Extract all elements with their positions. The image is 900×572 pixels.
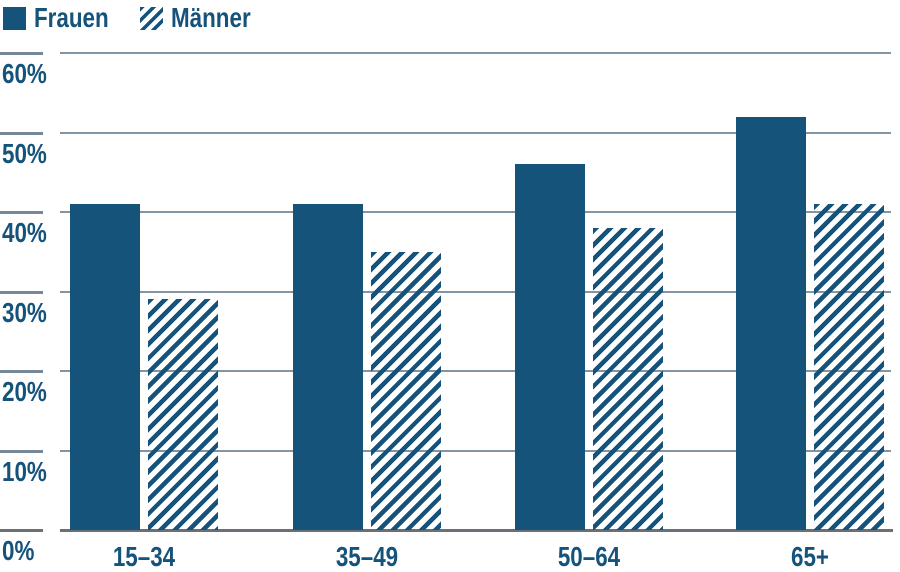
y-axis-label-60: 60% <box>2 58 47 89</box>
x-axis-tick-segment <box>0 529 43 532</box>
bar-maenner-15–34 <box>148 299 218 530</box>
y-axis-label-20: 20% <box>2 376 47 407</box>
gridline-tick-segment <box>0 449 43 453</box>
gridline-tick-segment <box>0 370 43 373</box>
y-axis-label-30: 30% <box>2 296 47 328</box>
x-axis-label-35–49: 35–49 <box>335 541 399 572</box>
legend-label-maenner: Männer <box>171 2 251 33</box>
gridline-tick-segment <box>0 52 43 55</box>
y-axis-label-0: 0% <box>2 535 35 566</box>
maenner-hatched-swatch-icon <box>140 6 163 30</box>
legend-label-frauen: Frauen <box>34 2 109 33</box>
x-axis-label-65+: 65+ <box>791 541 829 572</box>
legend-item-frauen: Frauen <box>3 2 127 33</box>
bar-frauen-15–34 <box>70 204 140 530</box>
bar-frauen-50–64 <box>515 164 585 530</box>
x-axis-line <box>60 529 893 532</box>
gridline-60 <box>60 52 891 54</box>
y-axis-label-50: 50% <box>2 137 47 169</box>
gridline-10 <box>60 449 891 452</box>
y-axis-label-10: 10% <box>2 455 47 487</box>
x-axis-label-15–34: 15–34 <box>112 541 176 572</box>
bar-maenner-35–49 <box>371 251 441 530</box>
frauen-solid-swatch-icon <box>3 6 26 30</box>
gridline-20 <box>60 370 891 372</box>
legend-item-maenner: Männer <box>140 2 271 33</box>
bar-maenner-50–64 <box>593 227 663 530</box>
bar-maenner-65+ <box>814 204 884 530</box>
x-axis-label-50–64: 50–64 <box>557 541 621 572</box>
gridline-tick-segment <box>0 131 43 135</box>
gridline-30 <box>60 290 891 293</box>
y-axis-label-40: 40% <box>2 217 47 248</box>
gridline-50 <box>60 131 891 134</box>
gridline-tick-segment <box>0 290 43 294</box>
bar-frauen-65+ <box>736 116 806 530</box>
gridline-40 <box>60 211 891 213</box>
bar-frauen-35–49 <box>293 204 363 530</box>
gridline-tick-segment <box>0 211 43 214</box>
